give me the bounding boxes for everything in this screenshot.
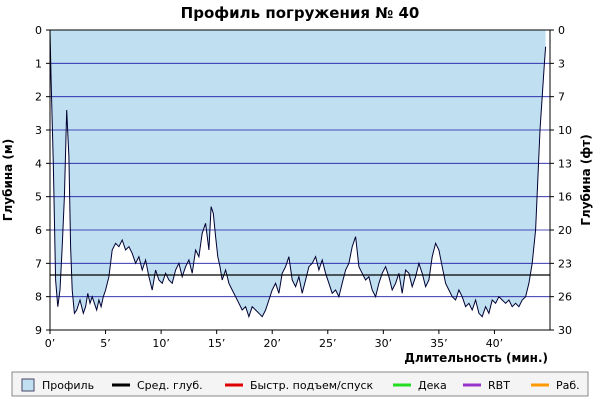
chart-title: Профиль погружения № 40 (181, 4, 420, 22)
y-right-tick-label: 7 (558, 91, 565, 104)
legend-label: RBT (488, 379, 510, 392)
x-tick-label: 15’ (208, 337, 226, 350)
x-tick-label: 5’ (100, 337, 111, 350)
legend-label: Раб. (556, 379, 580, 392)
plot-frame (49, 29, 551, 331)
legend: Профиль Сред. глуб. Быстр. подъем/спуск Дек… (11, 371, 589, 397)
x-tick-label: 20’ (263, 337, 281, 350)
x-tick-label: 30’ (375, 337, 393, 350)
legend-label: Дека (418, 379, 447, 392)
x-tick-label: 35’ (430, 337, 448, 350)
y-right-tick-label: 10 (558, 124, 572, 137)
x-tick-label: 40’ (486, 337, 504, 350)
y-axis-left-label: Глубина (м) (1, 139, 15, 221)
y-left-tick-label: 1 (35, 57, 42, 70)
x-tick-label: 25’ (319, 337, 337, 350)
y-left-tick-label: 8 (35, 291, 42, 304)
y-left-tick-label: 6 (35, 224, 42, 237)
y-right-tick-label: 13 (558, 157, 572, 170)
x-tick-label: 0’ (45, 337, 56, 350)
profile-area (50, 30, 546, 317)
y-left-tick-label: 4 (35, 157, 42, 170)
x-tick-label: 10’ (152, 337, 170, 350)
legend-label: Профиль (42, 379, 94, 392)
y-right-tick-label: 26 (558, 291, 572, 304)
y-right-tick-label: 23 (558, 257, 572, 270)
y-left-tick-label: 2 (35, 91, 42, 104)
y-left-tick-label: 5 (35, 191, 42, 204)
y-right-tick-label: 0 (558, 24, 565, 37)
y-right-tick-label: 16 (558, 191, 572, 204)
y-left-tick-label: 7 (35, 257, 42, 270)
x-axis-label: Длительность (мин.) (404, 351, 548, 365)
profile-line (49, 29, 547, 319)
y-right-tick-label: 3 (558, 57, 565, 70)
y-right-tick-label: 20 (558, 224, 572, 237)
y-axis-right-label: Глубина (фт) (579, 134, 593, 225)
legend-label: Быстр. подъем/спуск (250, 379, 374, 392)
y-left-tick-label: 0 (35, 24, 42, 37)
y-left-tick-label: 9 (35, 324, 42, 337)
legend-box (11, 371, 589, 397)
y-left-tick-label: 3 (35, 124, 42, 137)
y-right-tick-label: 30 (558, 324, 572, 337)
legend-label: Сред. глуб. (137, 379, 203, 392)
legend-swatch-profile (21, 378, 35, 392)
